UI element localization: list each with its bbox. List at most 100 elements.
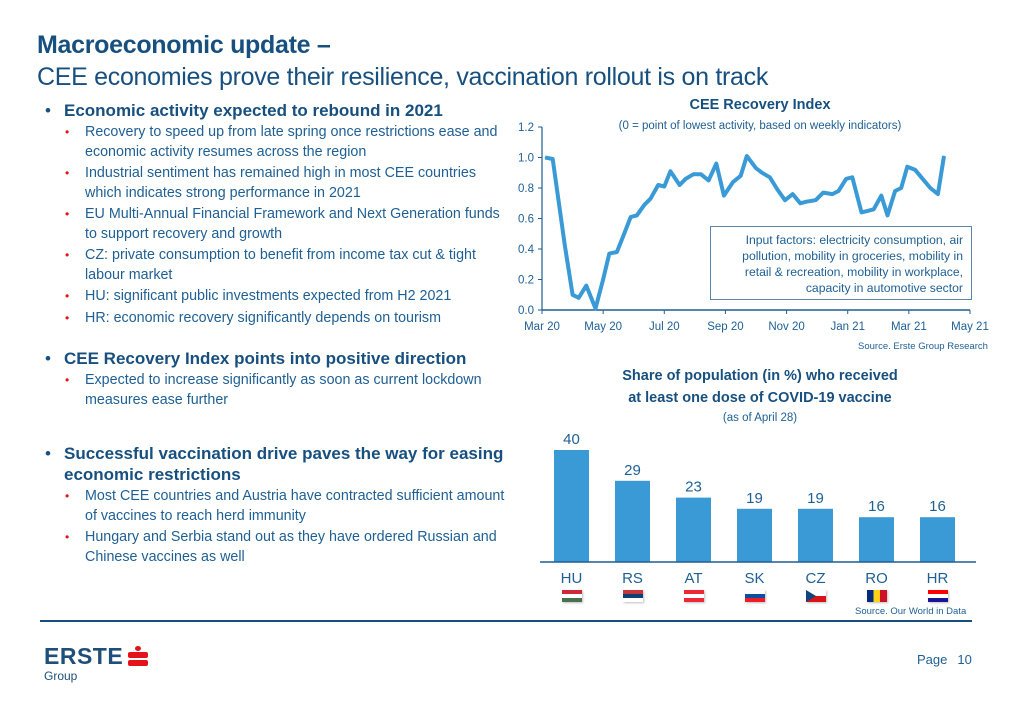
section-heading-vaccination: Successful vaccination drive paves the w…	[44, 443, 514, 485]
bar-rs	[615, 480, 650, 562]
bullet-item: HR: economic recovery significantly depe…	[65, 309, 514, 329]
erste-s-icon	[128, 645, 149, 668]
y-tick-label: 0.2	[518, 275, 534, 287]
data-point	[679, 184, 681, 186]
czechia-flag	[805, 590, 826, 602]
page-title: Macroeconomic update –	[37, 31, 331, 59]
bar-hr	[920, 517, 955, 562]
data-point	[761, 172, 763, 174]
data-point	[663, 185, 665, 187]
data-point	[552, 158, 554, 160]
bullet-item: HU: significant public investments expec…	[65, 287, 514, 307]
bar-ro	[859, 517, 894, 562]
line-chart: 0.0 0.2 0.4 0.6 0.8 1.0 1.2 Mar 20 May 20 Jul 20 S…	[518, 122, 989, 333]
bar-chart-subtitle: (as of April 28)	[722, 412, 798, 424]
page-number: Page 10	[917, 652, 972, 667]
data-point	[636, 214, 638, 216]
x-tick-label: Mar 21	[891, 321, 927, 333]
data-point	[708, 179, 710, 181]
x-tick-label: Jul 20	[649, 321, 680, 333]
slovakia-flag	[744, 590, 765, 602]
data-point	[943, 155, 945, 157]
data-point	[564, 245, 566, 247]
category-label: RS	[622, 570, 643, 587]
bar-value-label: 19	[807, 490, 824, 507]
bar-chart-source: Source. Our World in Data	[855, 606, 967, 617]
data-point	[792, 193, 794, 195]
bar-value-label: 16	[868, 498, 885, 515]
data-point	[585, 285, 587, 287]
data-point	[906, 166, 908, 168]
page-subtitle: CEE economies prove their resilience, va…	[37, 63, 769, 91]
data-point	[900, 187, 902, 189]
hungary-flag	[561, 590, 582, 602]
data-point	[860, 211, 862, 213]
bullet-list: Economic activity expected to rebound in…	[44, 100, 514, 567]
category-label: HR	[927, 570, 949, 587]
category-label: RO	[865, 570, 888, 587]
data-point	[822, 192, 824, 194]
data-point	[880, 195, 882, 197]
bullet-item: CZ: private consumption to benefit from …	[65, 246, 514, 285]
data-point	[616, 251, 618, 253]
data-point	[937, 193, 939, 195]
logo-wordmark: ERSTE	[44, 643, 124, 669]
data-point	[685, 178, 687, 180]
data-point	[732, 181, 734, 183]
bar-at	[676, 497, 711, 562]
data-point	[572, 294, 574, 296]
category-label: HU	[561, 570, 583, 587]
footer-divider	[40, 620, 972, 622]
x-tick-label: Sep 20	[707, 321, 743, 333]
y-tick-label: 1.0	[518, 153, 534, 165]
x-tick-label: Nov 20	[768, 321, 804, 333]
data-point	[657, 184, 659, 186]
data-point	[815, 199, 817, 201]
bar-chart-title-line1: Share of population (in %) who received	[622, 368, 898, 384]
romania-flag	[866, 590, 887, 602]
page-number-value: 10	[957, 652, 972, 667]
page-label: Page	[917, 652, 948, 667]
category-label: CZ	[806, 570, 826, 587]
data-point	[922, 178, 924, 180]
line-chart-source: Source. Erste Group Research	[858, 341, 988, 352]
data-point	[602, 279, 604, 280]
logo-group-text: Group	[44, 669, 78, 683]
data-point	[595, 307, 596, 309]
data-point	[544, 157, 546, 158]
bar-value-label: 23	[685, 479, 702, 496]
croatia-flag	[927, 590, 948, 602]
data-point	[692, 173, 694, 175]
input-factors-annotation: Input factors: electricity consumption, …	[710, 226, 972, 300]
data-point	[784, 199, 786, 201]
bullet-item: Hungary and Serbia stand out as they hav…	[65, 528, 514, 567]
bar-value-label: 40	[563, 431, 580, 448]
line-chart-title: CEE Recovery Index	[689, 97, 831, 113]
y-tick-label: 1.2	[518, 122, 534, 134]
bar-value-label: 29	[624, 462, 641, 479]
austria-flag	[683, 590, 704, 602]
serbia-flag	[622, 590, 643, 602]
line-chart-subtitle: (0 = point of lowest activity, based on …	[618, 120, 902, 132]
data-point	[838, 190, 840, 192]
y-tick-label: 0.8	[518, 183, 534, 195]
data-point	[886, 214, 888, 216]
x-tick-label: May 21	[951, 321, 989, 333]
x-tick-label: Mar 20	[524, 321, 560, 333]
y-tick-label: 0.0	[518, 305, 534, 317]
bullet-item: Recovery to speed up from late spring on…	[65, 123, 514, 162]
section-heading-recovery-index: CEE Recovery Index points into positive …	[44, 348, 514, 369]
data-point	[740, 175, 742, 177]
bullet-item: EU Multi-Annual Financial Framework and …	[65, 205, 514, 244]
bullet-item: Industrial sentiment has remained high i…	[65, 164, 514, 203]
data-point	[845, 178, 847, 180]
data-point	[630, 216, 632, 218]
bullet-item: Most CEE countries and Austria have cont…	[65, 487, 514, 526]
data-point	[929, 187, 931, 189]
y-tick-label: 0.6	[518, 214, 534, 226]
data-point	[776, 189, 778, 191]
data-point	[831, 193, 833, 195]
data-point	[669, 170, 671, 172]
section-heading-economic-activity: Economic activity expected to rebound in…	[44, 100, 514, 121]
data-point	[746, 155, 748, 157]
